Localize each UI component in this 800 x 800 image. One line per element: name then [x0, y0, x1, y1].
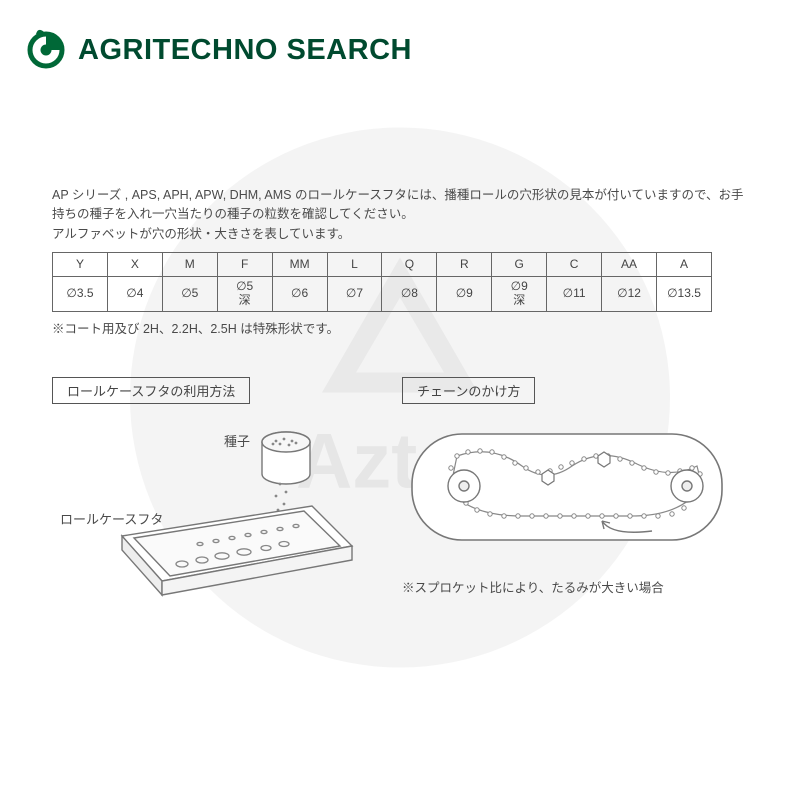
table-value-cell: ∅9	[437, 277, 492, 312]
table-value-cell: ∅12	[602, 277, 657, 312]
table-header-cell: Y	[53, 253, 108, 277]
brand-name: AGRITECHNO SEARCH	[78, 34, 412, 67]
table-footnote: ※コート用及び 2H、2.2H、2.5H は特殊形状です。	[52, 318, 748, 337]
table-header-cell: G	[492, 253, 547, 277]
table-value-cell: ∅13.5	[656, 277, 711, 312]
left-diagram: ロールケースフタの利用方法	[52, 377, 382, 621]
intro-text: AP シリーズ , APS, APH, APW, DHM, AMS のロールケー…	[52, 186, 748, 244]
table-value-row: ∅3.5∅4∅5∅5深∅6∅7∅8∅9∅9深∅11∅12∅13.5	[53, 277, 712, 312]
table-value-cell: ∅9深	[492, 277, 547, 312]
table-value-cell: ∅8	[382, 277, 437, 312]
table-header-cell: L	[327, 253, 382, 277]
table-header-cell: Q	[382, 253, 437, 277]
table-value-cell: ∅3.5	[53, 277, 108, 312]
table-value-cell: ∅6	[272, 277, 327, 312]
right-diagram-title: チェーンのかけ方	[402, 377, 535, 404]
table-value-cell: ∅5深	[217, 277, 272, 312]
leaf-logo-icon	[24, 28, 68, 72]
table-header-cell: F	[217, 253, 272, 277]
svg-text:種子: 種子	[224, 434, 250, 449]
table-value-cell: ∅7	[327, 277, 382, 312]
table-header-cell: MM	[272, 253, 327, 277]
table-header-cell: R	[437, 253, 492, 277]
table-header-cell: AA	[602, 253, 657, 277]
table-header-cell: X	[107, 253, 162, 277]
svg-text:ロールケースフタ: ロールケースフタ	[60, 512, 163, 527]
left-diagram-title: ロールケースフタの利用方法	[52, 377, 250, 404]
size-table: YXMFMMLQRGCAAA ∅3.5∅4∅5∅5深∅6∅7∅8∅9∅9深∅11…	[52, 252, 712, 312]
table-value-cell: ∅11	[547, 277, 602, 312]
right-diagram-note: ※スプロケット比により、たるみが大きい場合	[402, 577, 742, 596]
table-header-cell: C	[547, 253, 602, 277]
table-value-cell: ∅5	[162, 277, 217, 312]
table-value-cell: ∅4	[107, 277, 162, 312]
header: AGRITECHNO SEARCH	[0, 0, 800, 72]
table-header-cell: M	[162, 253, 217, 277]
table-header-row: YXMFMMLQRGCAAA	[53, 253, 712, 277]
table-header-cell: A	[656, 253, 711, 277]
right-diagram: チェーンのかけ方	[402, 377, 742, 621]
